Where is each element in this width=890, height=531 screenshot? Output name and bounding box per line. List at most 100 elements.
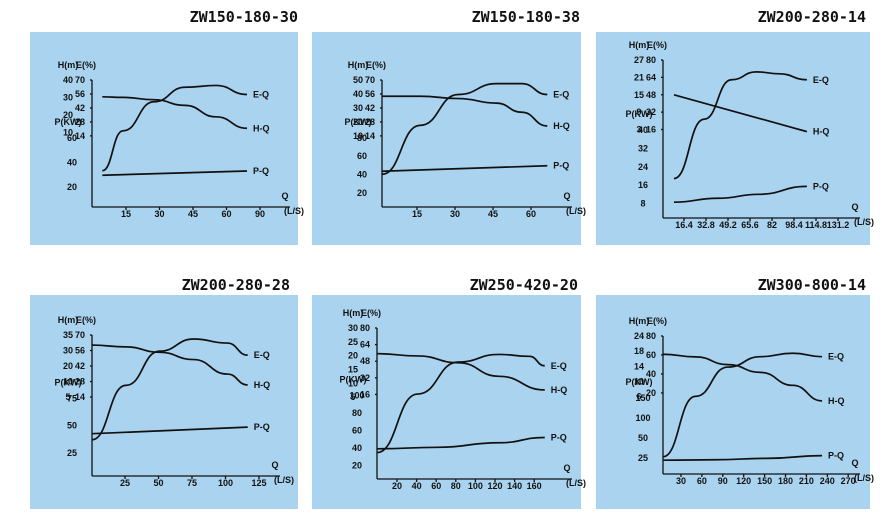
h-tick-label: 30 xyxy=(63,92,73,102)
p-unit-label: P(KW) xyxy=(55,377,82,387)
x-tick-label: 140 xyxy=(507,481,522,491)
e-tick-label: 32 xyxy=(646,107,656,117)
h-tick-label: 30 xyxy=(353,103,363,113)
p-unit-label: P(KW) xyxy=(345,117,372,127)
p-tick-label: 75 xyxy=(67,393,77,403)
curve-e-q xyxy=(91,338,248,441)
p-tick-label: 25 xyxy=(638,453,648,463)
p-unit-label: P(KW) xyxy=(340,374,367,384)
x-tick-label: 60 xyxy=(526,209,536,219)
x-axis-unit: (L/S) xyxy=(284,206,304,216)
h-unit-label: H(m) xyxy=(343,308,364,318)
x-tick-label: 80 xyxy=(451,481,461,491)
p-tick-label: 60 xyxy=(352,425,362,435)
h-tick-label: 25 xyxy=(348,337,358,347)
e-tick-label: 48 xyxy=(646,90,656,100)
curve-p-q xyxy=(662,454,823,462)
x-tick-label: 125 xyxy=(251,478,266,488)
curve-p-q xyxy=(91,426,248,435)
p-tick-label: 20 xyxy=(67,182,77,192)
curve-label: P-Q xyxy=(553,161,569,171)
h-tick-label: 10 xyxy=(353,131,363,141)
x-tick-label: 240 xyxy=(820,476,835,486)
chart-panel-4 xyxy=(30,295,298,509)
e-unit-label: E(%) xyxy=(361,308,381,318)
h-tick-label: 15 xyxy=(348,365,358,375)
x-tick-label: 160 xyxy=(527,481,542,491)
x-tick-label: 100 xyxy=(468,481,483,491)
p-tick-label: 100 xyxy=(635,413,650,423)
p-tick-label: 60 xyxy=(67,133,77,143)
p-tick-label: 20 xyxy=(352,460,362,470)
p-tick-label: 50 xyxy=(638,433,648,443)
x-tick-label: 60 xyxy=(431,481,441,491)
h-tick-label: 3 xyxy=(636,125,641,135)
p-unit-label: P(KW) xyxy=(626,377,653,387)
curve-label: E-Q xyxy=(254,350,270,360)
x-axis-label: Q xyxy=(851,202,858,212)
h-tick-label: 30 xyxy=(63,346,73,356)
p-tick-label: 25 xyxy=(67,448,77,458)
curve-label: H-Q xyxy=(254,380,271,390)
x-tick-label: 210 xyxy=(799,476,814,486)
h-tick-label: 40 xyxy=(63,75,73,85)
x-axis-label: Q xyxy=(563,191,570,201)
p-tick-label: 20 xyxy=(357,188,367,198)
x-tick-label: 120 xyxy=(736,476,751,486)
x-tick-label: 45 xyxy=(188,209,198,219)
p-unit-label: P(KW) xyxy=(626,109,653,119)
e-tick-label: 70 xyxy=(75,75,85,85)
p-tick-label: 60 xyxy=(357,151,367,161)
curve-e-q xyxy=(673,70,807,180)
x-tick-label: 270 xyxy=(841,476,856,486)
x-tick-label: 15 xyxy=(412,209,422,219)
e-tick-label: 56 xyxy=(75,346,85,356)
h-tick-label: 9 xyxy=(636,107,641,117)
x-tick-label: 90 xyxy=(718,476,728,486)
h-tick-label: 14 xyxy=(634,361,644,371)
x-tick-label: 32.8 xyxy=(697,220,715,230)
x-tick-label: 75 xyxy=(187,478,197,488)
e-tick-label: 64 xyxy=(646,72,656,82)
e-tick-label: 60 xyxy=(646,350,656,360)
chart-panel-2 xyxy=(312,32,581,245)
chart-panel-6 xyxy=(596,295,870,509)
h-tick-label: 30 xyxy=(348,323,358,333)
e-tick-label: 40 xyxy=(646,369,656,379)
e-tick-label: 80 xyxy=(646,331,656,341)
x-tick-label: 180 xyxy=(778,476,793,486)
curve-label: P-Q xyxy=(813,181,829,191)
p-tick-label: 32 xyxy=(638,144,648,154)
p-tick-label: 40 xyxy=(67,157,77,167)
e-tick-label: 42 xyxy=(75,361,85,371)
h-unit-label: H(m) xyxy=(58,315,79,325)
chart-title: ZW150-180-38 xyxy=(472,8,580,26)
h-tick-label: 20 xyxy=(63,110,73,120)
curve-label: P-Q xyxy=(254,422,270,432)
p-tick-label: 80 xyxy=(352,408,362,418)
x-tick-label: 49.2 xyxy=(719,220,737,230)
e-tick-label: 16 xyxy=(360,389,370,399)
x-axis-unit: (L/S) xyxy=(274,475,294,485)
curve-label: H-Q xyxy=(253,123,270,133)
h-tick-label: 24 xyxy=(634,331,644,341)
h-unit-label: H(m) xyxy=(629,40,650,50)
x-tick-label: 45 xyxy=(488,209,498,219)
h-tick-label: 15 xyxy=(634,90,644,100)
curve-label: H-Q xyxy=(551,385,568,395)
e-tick-label: 64 xyxy=(360,340,370,350)
h-tick-label: 5 xyxy=(350,392,355,402)
x-tick-label: 65.6 xyxy=(741,220,759,230)
curve-label: H-Q xyxy=(828,396,845,406)
h-tick-label: 27 xyxy=(634,55,644,65)
x-tick-label: 15 xyxy=(121,209,131,219)
e-tick-label: 28 xyxy=(365,117,375,127)
x-tick-label: 131.2 xyxy=(827,220,850,230)
h-unit-label: H(m) xyxy=(629,316,650,326)
curve-h-q xyxy=(91,344,248,386)
p-tick-label: 40 xyxy=(638,125,648,135)
x-tick-label: 20 xyxy=(392,481,402,491)
h-tick-label: 6 xyxy=(636,392,641,402)
p-tick-label: 100 xyxy=(349,390,364,400)
h-unit-label: H(m) xyxy=(348,60,369,70)
